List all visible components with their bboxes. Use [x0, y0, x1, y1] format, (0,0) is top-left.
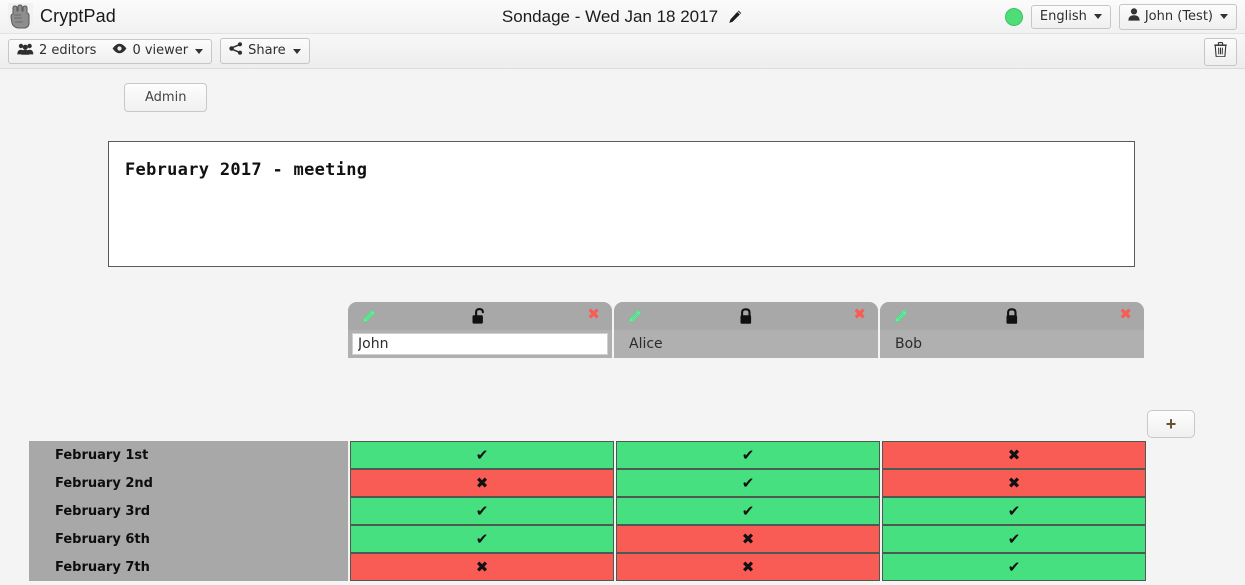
- lock-open-icon[interactable]: [472, 307, 489, 326]
- poll-column-name-label: Bob: [895, 336, 923, 352]
- poll-cell[interactable]: ✖: [882, 441, 1146, 469]
- poll-cell[interactable]: ✔: [616, 469, 880, 497]
- document-title-area: Sondage - Wed Jan 18 2017: [0, 0, 1245, 33]
- language-selector[interactable]: English: [1030, 4, 1111, 29]
- raised-fist-logo: [8, 3, 33, 30]
- poll-column-name-field: Bob: [880, 330, 1144, 358]
- caret-down-icon: [1093, 14, 1102, 19]
- table-row: February 1st ✔ ✔ ✖: [29, 441, 1146, 469]
- poll-column-header: ✖: [348, 302, 612, 358]
- eye-icon: [112, 43, 127, 59]
- poll-row-label: February 3rd: [29, 497, 348, 525]
- editors-viewers-button[interactable]: 2 editors 0 viewer: [8, 38, 213, 64]
- add-column-wrap: +: [1147, 410, 1195, 438]
- admin-button-wrap: Admin: [124, 83, 208, 112]
- pencil-edit-icon[interactable]: [894, 309, 908, 323]
- table-row: February 2nd ✖ ✔ ✖: [29, 469, 1146, 497]
- caret-down-icon: [195, 48, 204, 54]
- poll-row-label: February 2nd: [29, 469, 348, 497]
- poll-cell[interactable]: ✔: [350, 525, 614, 553]
- user-menu-button[interactable]: John (Test): [1118, 3, 1237, 30]
- delete-button[interactable]: [1204, 38, 1237, 66]
- poll-cell[interactable]: ✔: [350, 441, 614, 469]
- plus-icon: +: [1165, 414, 1177, 434]
- poll-column-name-label: Alice: [629, 336, 663, 352]
- poll-column-headers: ✖: [348, 302, 1144, 358]
- poll-cell[interactable]: ✖: [882, 469, 1146, 497]
- add-column-button[interactable]: +: [1147, 410, 1195, 438]
- share-nodes-icon: [229, 42, 243, 60]
- share-button[interactable]: Share: [220, 38, 310, 64]
- poll-cell[interactable]: ✔: [882, 553, 1146, 581]
- description-textarea[interactable]: February 2017 - meeting: [108, 141, 1135, 267]
- poll-column-header: ✖ Alice: [614, 302, 878, 358]
- secondary-toolbar-right: [1204, 38, 1237, 66]
- editors-count-label: 2 editors: [39, 43, 97, 58]
- poll-row-label: February 7th: [29, 553, 348, 581]
- poll-cell[interactable]: ✔: [616, 497, 880, 525]
- poll-cell[interactable]: ✖: [350, 469, 614, 497]
- trash-icon: [1214, 42, 1227, 62]
- x-close-icon[interactable]: ✖: [587, 305, 600, 323]
- pencil-icon[interactable]: [727, 9, 743, 25]
- poll-column-header-icons: ✖: [614, 302, 878, 330]
- secondary-toolbar-left: 2 editors 0 viewer Share: [8, 38, 310, 64]
- poll-cell[interactable]: ✔: [350, 497, 614, 525]
- page-title: Sondage - Wed Jan 18 2017: [501, 6, 719, 26]
- pencil-edit-icon[interactable]: [362, 309, 376, 323]
- caret-down-icon: [292, 48, 301, 54]
- user-icon: [1128, 7, 1140, 26]
- pencil-edit-icon[interactable]: [628, 309, 642, 323]
- table-row: February 6th ✔ ✖ ✔: [29, 525, 1146, 553]
- poll-rows: February 1st ✔ ✔ ✖ February 2nd ✖ ✔ ✖ Fe…: [29, 441, 1146, 581]
- lock-closed-icon[interactable]: [1005, 307, 1020, 326]
- admin-button[interactable]: Admin: [124, 83, 208, 112]
- poll-cell[interactable]: ✖: [350, 553, 614, 581]
- green-status-circle: [1004, 7, 1023, 26]
- poll-cell[interactable]: ✖: [616, 525, 880, 553]
- secondary-toolbar: 2 editors 0 viewer Share: [0, 34, 1245, 69]
- poll-cell[interactable]: ✔: [882, 525, 1146, 553]
- poll-column-header-icons: ✖: [880, 302, 1144, 330]
- poll-cell[interactable]: ✔: [616, 441, 880, 469]
- caret-down-icon: [1220, 14, 1228, 19]
- poll-cell[interactable]: ✔: [882, 497, 1146, 525]
- lock-closed-icon[interactable]: [739, 307, 754, 326]
- user-label: John (Test): [1144, 8, 1213, 24]
- top-toolbar: CryptPad Sondage - Wed Jan 18 2017 Engli…: [0, 0, 1245, 34]
- viewers-count-label: 0 viewer: [132, 43, 189, 58]
- x-close-icon[interactable]: ✖: [1119, 305, 1132, 323]
- top-toolbar-right: English John (Test): [1004, 0, 1237, 33]
- language-label: English: [1039, 8, 1087, 24]
- x-close-icon[interactable]: ✖: [853, 305, 866, 323]
- table-row: February 7th ✖ ✖ ✔: [29, 553, 1146, 581]
- poll-cell[interactable]: ✖: [616, 553, 880, 581]
- main-content: Admin February 2017 - meeting: [0, 69, 1245, 585]
- share-label: Share: [248, 43, 286, 58]
- poll-column-header-icons: ✖: [348, 302, 612, 330]
- poll-row-label: February 6th: [29, 525, 348, 553]
- poll-column-header: ✖ Bob: [880, 302, 1144, 358]
- brand: CryptPad: [8, 0, 116, 33]
- description-text: February 2017 - meeting: [125, 160, 368, 180]
- table-row: February 3rd ✔ ✔ ✔: [29, 497, 1146, 525]
- poll-row-label: February 1st: [29, 441, 348, 469]
- brand-name: CryptPad: [40, 6, 116, 26]
- poll-column-name-field: Alice: [614, 330, 878, 358]
- poll-column-name-input[interactable]: [352, 333, 608, 355]
- poll-column-name-field: [348, 330, 612, 358]
- users-icon: [17, 43, 34, 60]
